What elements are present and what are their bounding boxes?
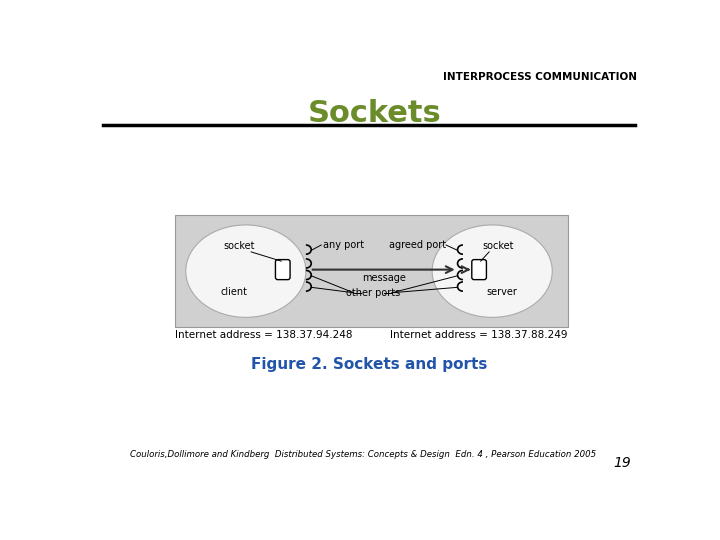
Text: Internet address = 138.37.88.249: Internet address = 138.37.88.249	[390, 330, 567, 340]
Text: any port: any port	[323, 240, 364, 250]
Text: Internet address = 138.37.94.248: Internet address = 138.37.94.248	[175, 330, 353, 340]
Text: socket: socket	[482, 241, 514, 251]
Ellipse shape	[186, 225, 306, 318]
Text: INTERPROCESS COMMUNICATION: INTERPROCESS COMMUNICATION	[443, 72, 637, 83]
Ellipse shape	[432, 225, 552, 318]
Text: message: message	[362, 273, 406, 284]
Text: client: client	[221, 287, 248, 296]
Text: agreed port: agreed port	[389, 240, 446, 250]
FancyBboxPatch shape	[472, 260, 487, 280]
Text: socket: socket	[224, 241, 256, 251]
Text: 19: 19	[613, 456, 631, 470]
Text: Figure 2. Sockets and ports: Figure 2. Sockets and ports	[251, 357, 487, 373]
Text: Couloris,Dollimore and Kindberg  Distributed Systems: Concepts & Design  Edn. 4 : Couloris,Dollimore and Kindberg Distribu…	[130, 450, 596, 459]
FancyBboxPatch shape	[276, 260, 290, 280]
Text: other ports: other ports	[346, 288, 400, 298]
Text: Sockets: Sockets	[307, 99, 441, 127]
Text: server: server	[487, 287, 518, 296]
Bar	[175, 215, 567, 327]
